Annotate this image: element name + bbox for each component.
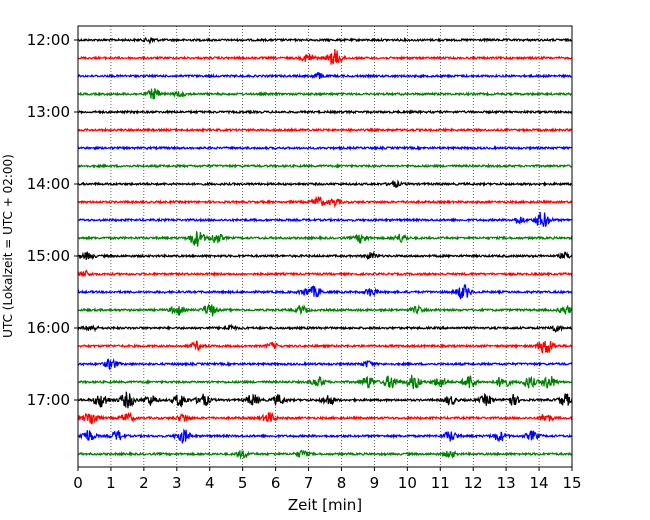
trace-line [77, 88, 573, 100]
trace-line [77, 428, 573, 444]
trace-line [77, 109, 573, 115]
y-axis-ticks: 12:00 13:00 14:00 15:00 16:00 17:00 [27, 31, 78, 409]
x-tick-label: 1 [106, 474, 116, 492]
x-tick-label: 12 [464, 474, 483, 492]
trace-line [77, 36, 573, 45]
trace-line [77, 357, 573, 371]
x-tick-label: 14 [530, 474, 549, 492]
y-tick-label: 17:00 [27, 391, 70, 409]
trace-line [77, 195, 573, 209]
trace-line [77, 211, 573, 227]
y-axis-label: UTC (Lokalzeit = UTC + 02:00) [1, 154, 15, 338]
x-tick-label: 0 [73, 474, 83, 492]
trace-line [77, 340, 573, 354]
trace-line [77, 231, 573, 247]
trace-line [77, 126, 573, 134]
trace-line [77, 449, 573, 460]
trace-line [77, 144, 573, 151]
trace-line [77, 303, 573, 318]
trace-line [77, 391, 573, 409]
trace-line [77, 283, 573, 301]
x-tick-label: 15 [562, 474, 581, 492]
trace-line [77, 179, 573, 188]
seismogram-traces [77, 36, 573, 460]
x-tick-label: 5 [238, 474, 248, 492]
y-tick-label: 15:00 [27, 247, 70, 265]
x-tick-label: 2 [139, 474, 149, 492]
x-tick-label: 11 [431, 474, 450, 492]
x-tick-label: 4 [205, 474, 215, 492]
trace-line [77, 374, 573, 390]
y-tick-label: 16:00 [27, 319, 70, 337]
trace-line [77, 48, 573, 65]
trace-line [77, 162, 573, 170]
trace-line [77, 411, 573, 425]
trace-line [77, 323, 573, 333]
x-tick-label: 6 [271, 474, 281, 492]
trace-line [77, 250, 573, 261]
y-tick-label: 12:00 [27, 31, 70, 49]
x-tick-label: 7 [304, 474, 314, 492]
plot-frame [77, 25, 573, 468]
x-tick-label: 13 [497, 474, 516, 492]
x-tick-label: 10 [398, 474, 417, 492]
y-tick-label: 13:00 [27, 103, 70, 121]
x-tick-label: 8 [337, 474, 347, 492]
trace-line [77, 72, 573, 80]
x-axis-ticks: 0 1 2 3 4 5 6 7 8 9 10 11 12 13 14 15 [73, 467, 582, 492]
y-tick-label: 14:00 [27, 175, 70, 193]
x-axis-label: Zeit [min] [288, 496, 362, 514]
x-tick-label: 3 [172, 474, 182, 492]
x-tick-label: 9 [370, 474, 380, 492]
trace-line [77, 269, 573, 278]
